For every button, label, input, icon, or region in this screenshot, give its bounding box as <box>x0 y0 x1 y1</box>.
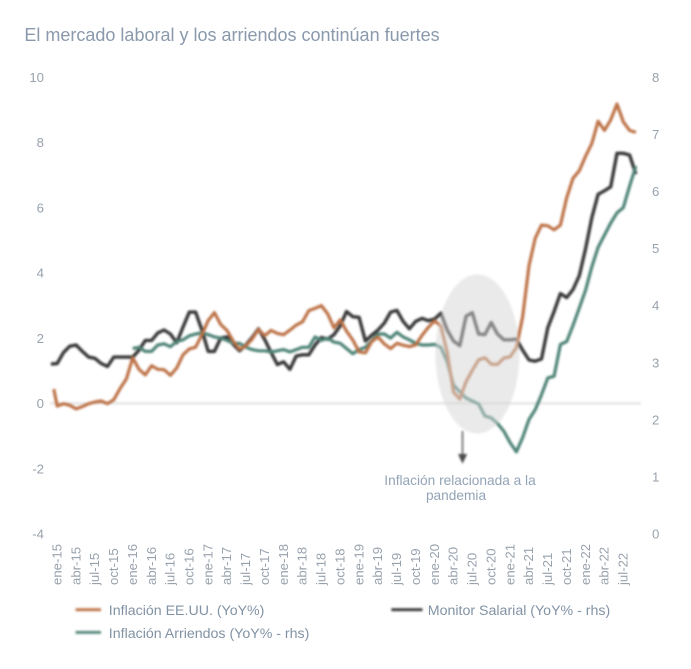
svg-text:jul-15: jul-15 <box>87 553 102 586</box>
svg-text:abr-18: abr-18 <box>295 547 310 585</box>
svg-text:oct-18: oct-18 <box>332 548 347 585</box>
svg-text:4: 4 <box>37 266 44 281</box>
svg-text:pandemia: pandemia <box>426 488 487 503</box>
svg-text:oct-21: oct-21 <box>559 548 574 585</box>
svg-text:abr-20: abr-20 <box>446 547 461 585</box>
svg-text:jul-18: jul-18 <box>314 553 329 586</box>
svg-text:5: 5 <box>652 241 659 256</box>
svg-text:oct-16: oct-16 <box>182 548 197 585</box>
svg-text:ene-16: ene-16 <box>125 544 140 585</box>
svg-text:Monitor Salarial (YoY% - rhs): Monitor Salarial (YoY% - rhs) <box>428 603 610 619</box>
svg-text:oct-15: oct-15 <box>106 548 121 585</box>
svg-text:abr-19: abr-19 <box>370 547 385 585</box>
svg-text:7: 7 <box>652 127 659 142</box>
svg-text:ene-18: ene-18 <box>276 544 291 585</box>
svg-text:1: 1 <box>652 470 659 485</box>
svg-text:abr-16: abr-16 <box>144 547 159 585</box>
svg-text:jul-20: jul-20 <box>465 553 480 586</box>
svg-text:Inflación relacionada a la: Inflación relacionada a la <box>384 473 536 488</box>
svg-text:jul-22: jul-22 <box>616 553 631 586</box>
svg-text:-4: -4 <box>32 527 44 542</box>
svg-text:2: 2 <box>37 331 44 346</box>
svg-text:El mercado laboral y los arrie: El mercado laboral y los arriendos conti… <box>24 25 439 45</box>
svg-text:Inflación EE.UU. (YoY%): Inflación EE.UU. (YoY%) <box>109 603 265 619</box>
svg-text:oct-20: oct-20 <box>483 548 498 585</box>
svg-text:jul-19: jul-19 <box>389 553 404 586</box>
svg-text:abr-21: abr-21 <box>521 547 536 585</box>
svg-text:oct-17: oct-17 <box>257 548 272 585</box>
svg-text:ene-17: ene-17 <box>200 544 215 585</box>
svg-text:0: 0 <box>37 396 44 411</box>
svg-text:oct-19: oct-19 <box>408 548 423 585</box>
svg-text:8: 8 <box>652 70 659 85</box>
svg-text:3: 3 <box>652 355 659 370</box>
svg-text:ene-19: ene-19 <box>351 544 366 585</box>
svg-text:4: 4 <box>652 298 659 313</box>
svg-text:abr-22: abr-22 <box>597 547 612 585</box>
svg-text:ene-21: ene-21 <box>502 544 517 585</box>
svg-text:8: 8 <box>37 135 44 150</box>
svg-text:abr-17: abr-17 <box>219 547 234 585</box>
svg-text:2: 2 <box>652 412 659 427</box>
svg-text:6: 6 <box>37 201 44 216</box>
svg-text:jul-16: jul-16 <box>163 553 178 586</box>
svg-text:Inflación Arriendos (YoY% - rh: Inflación Arriendos (YoY% - rhs) <box>109 626 310 642</box>
svg-text:jul-21: jul-21 <box>540 553 555 586</box>
svg-text:10: 10 <box>29 70 44 85</box>
svg-text:ene-22: ene-22 <box>578 544 593 585</box>
svg-text:jul-17: jul-17 <box>238 553 253 586</box>
svg-text:ene-15: ene-15 <box>49 544 64 585</box>
svg-text:6: 6 <box>652 184 659 199</box>
svg-text:ene-20: ene-20 <box>427 544 442 585</box>
svg-text:-2: -2 <box>32 461 44 476</box>
svg-text:abr-15: abr-15 <box>68 547 83 585</box>
svg-text:0: 0 <box>652 527 659 542</box>
